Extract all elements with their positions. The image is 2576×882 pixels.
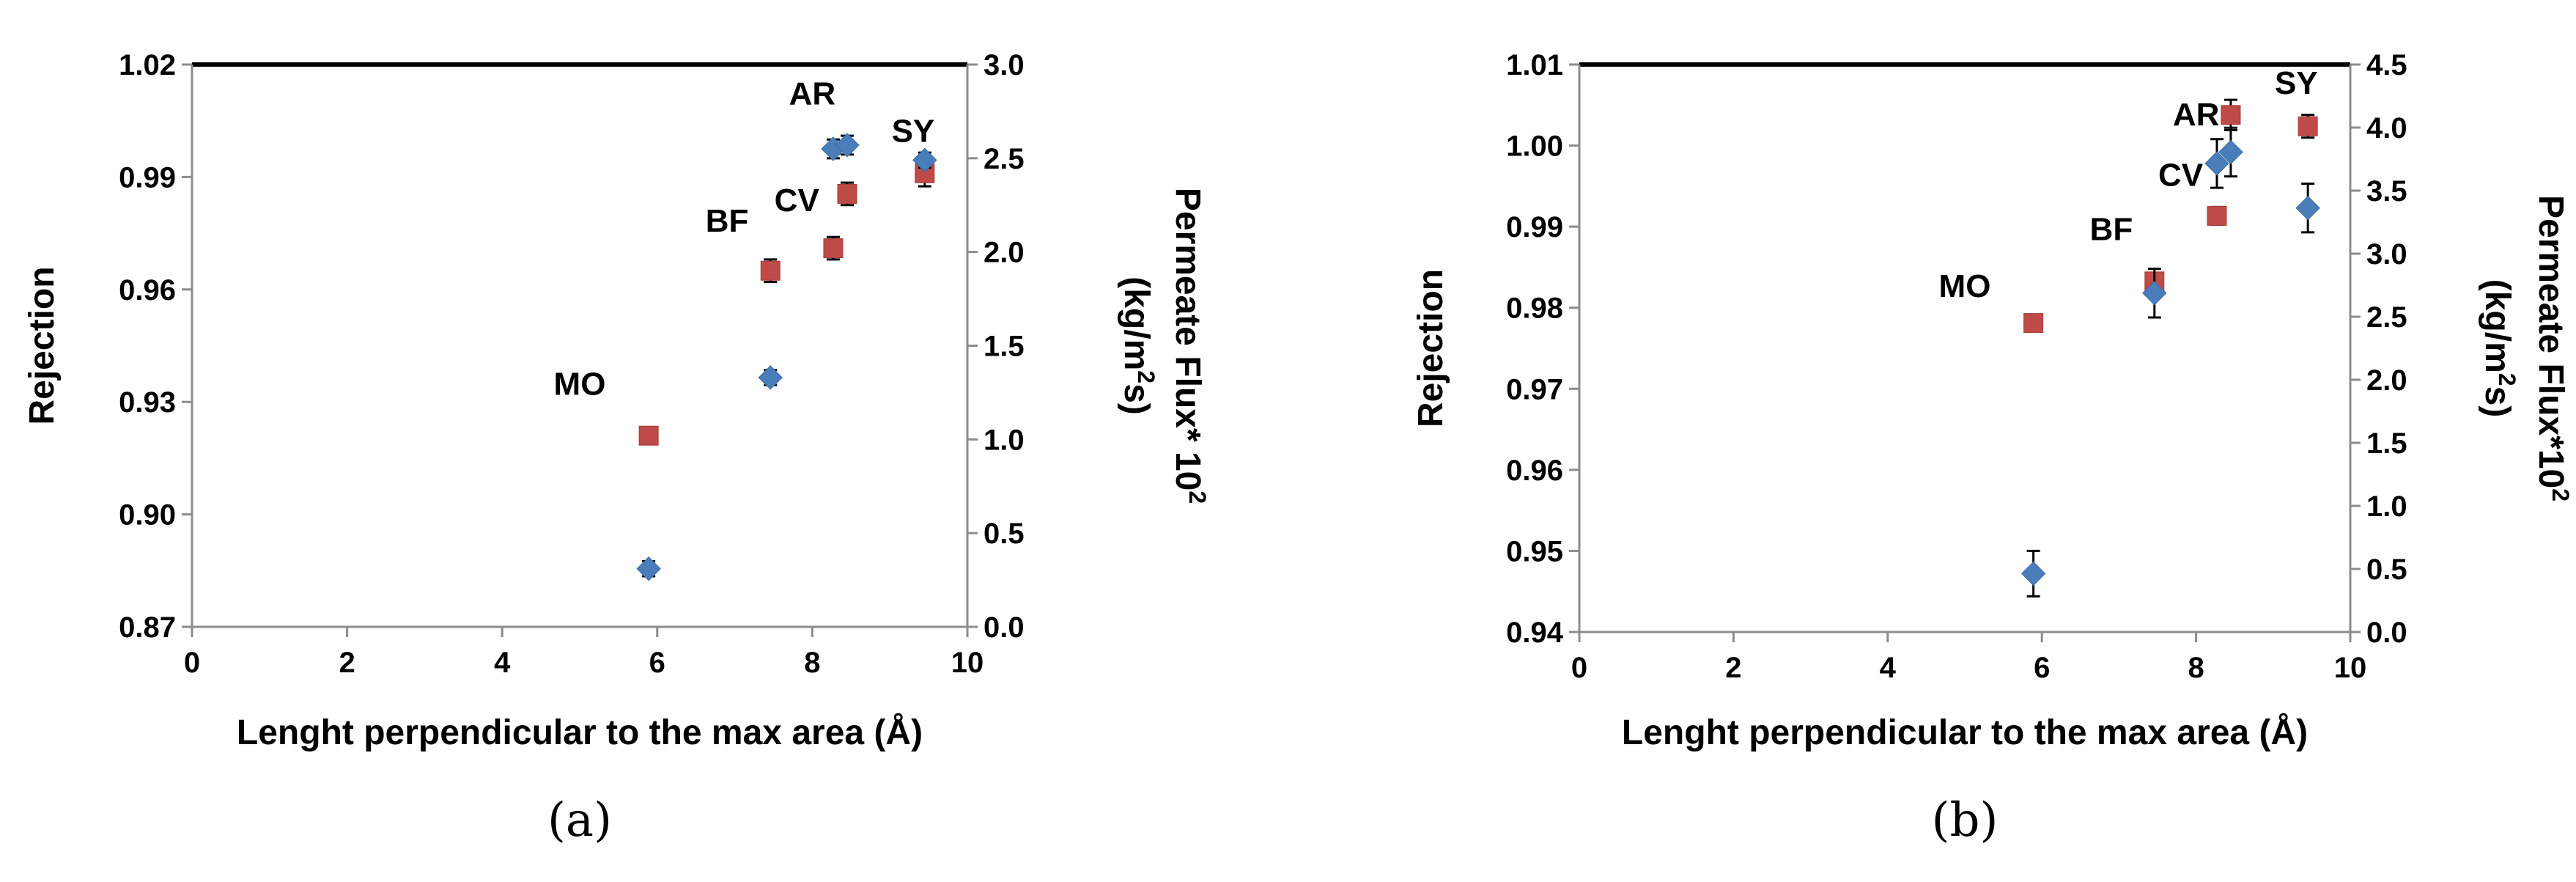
x-tick-label: 4 (494, 647, 511, 679)
y-tick-label: 1.02 (119, 49, 176, 81)
panel-label: (a) (547, 793, 612, 848)
y2-tick-label: 4.5 (2366, 49, 2407, 81)
y2-axis-unit-pre: (kg/m (1117, 276, 1156, 370)
rejection-point (636, 556, 661, 581)
rejection-point (2020, 561, 2046, 587)
y-tick-label: 0.96 (1506, 455, 1563, 487)
y2-tick-label: 2.5 (2366, 301, 2407, 334)
y2-tick-label: 4.0 (2366, 112, 2407, 144)
y2-axis-unit-pre: (kg/m (2478, 279, 2517, 373)
rejection-point (2142, 281, 2167, 306)
y2-tick-label: 1.0 (2366, 490, 2407, 523)
y-axis-label: Rejection (23, 266, 62, 425)
flux-point (2221, 105, 2241, 125)
flux-point (837, 183, 857, 204)
point-annotation: AR (789, 76, 836, 111)
flux-point (823, 238, 844, 259)
rejection-point (912, 147, 937, 173)
y-tick-label: 0.99 (119, 161, 176, 194)
flux-point (2207, 205, 2227, 226)
x-tick-label: 6 (2034, 652, 2050, 684)
y-tick-label: 1.00 (1506, 131, 1563, 163)
y-tick-label: 1.01 (1506, 49, 1563, 81)
y2-tick-label: 3.5 (2366, 175, 2407, 207)
point-annotation: SY (892, 113, 935, 149)
point-annotation: AR (2173, 97, 2220, 133)
y-tick-label: 0.98 (1506, 293, 1563, 325)
flux-point (760, 260, 780, 281)
y2-axis-label-text: Permeate Flux*10 (2531, 195, 2570, 488)
x-axis-label: Lenght perpendicular to the max area (Å) (237, 713, 923, 752)
rejection-point (835, 133, 860, 158)
panel-label: (b) (1932, 793, 1999, 848)
rejection-point (758, 365, 783, 390)
y2-axis-unit-post: s) (2478, 386, 2517, 418)
rejection-point (2295, 196, 2320, 221)
y2-axis-label-line2: (kg/m2s) (1117, 276, 1159, 415)
x-tick-label: 2 (339, 647, 355, 679)
y2-axis-unit-sup: 2 (1133, 370, 1159, 383)
point-annotation: BF (706, 203, 749, 239)
x-tick-label: 6 (649, 647, 665, 679)
flux-point (638, 425, 659, 446)
point-annotation: SY (2275, 65, 2318, 101)
point-annotation: CV (775, 183, 820, 218)
rejection-point (2218, 139, 2243, 165)
y2-tick-label: 3.0 (983, 49, 1025, 81)
x-tick-label: 10 (951, 647, 984, 679)
x-tick-label: 8 (2188, 652, 2204, 684)
point-annotation: CV (2158, 158, 2204, 194)
y-tick-label: 0.87 (119, 611, 176, 644)
y-tick-label: 0.99 (1506, 211, 1563, 243)
point-annotation: MO (554, 367, 606, 403)
y2-axis-label-text: Permeate Flux* 10 (1168, 188, 1207, 491)
y2-tick-label: 3.0 (2366, 238, 2407, 271)
x-tick-label: 10 (2334, 652, 2367, 684)
x-tick-label: 2 (1725, 652, 1741, 684)
x-tick-label: 0 (184, 647, 200, 679)
y2-tick-label: 2.5 (983, 143, 1025, 175)
y2-tick-label: 2.0 (2366, 364, 2407, 397)
y2-tick-label: 0.5 (983, 518, 1025, 550)
y2-axis-label-line1: Permeate Flux* 102 (1168, 188, 1211, 504)
flux-point (2298, 116, 2318, 136)
y2-tick-label: 1.5 (2366, 427, 2407, 460)
x-tick-label: 8 (804, 647, 820, 679)
x-tick-label: 4 (1880, 652, 1897, 684)
y-tick-label: 0.96 (119, 274, 176, 306)
y2-tick-label: 1.5 (983, 331, 1025, 363)
y2-tick-label: 0.0 (2366, 617, 2407, 649)
y-tick-label: 0.93 (119, 386, 176, 419)
y2-axis-unit-sup: 2 (2494, 373, 2520, 386)
y-axis-label: Rejection (1411, 269, 1450, 427)
x-axis-label: Lenght perpendicular to the max area (Å) (1622, 713, 2308, 752)
y2-axis-label-sup: 2 (2547, 488, 2574, 501)
chart-panel-a: 0 2 4 6 8 100.870.900.930.960.991.020.00.51.0… (23, 49, 1211, 848)
x-tick-label: 0 (1571, 652, 1587, 684)
y-tick-label: 0.97 (1506, 373, 1563, 405)
y2-axis-label-line2: (kg/m2s) (2478, 279, 2520, 418)
y-tick-label: 0.90 (119, 499, 176, 532)
flux-point (2023, 313, 2044, 334)
chart-panel-b: 0 2 4 6 8 10 0.94 0.95 0.96 0.97 0.98 0.99 1.00 1.01 0… (1411, 49, 2574, 848)
y2-tick-label: 2.0 (983, 237, 1025, 269)
y2-tick-label: 0.0 (983, 611, 1025, 644)
y2-axis-unit-post: s) (1117, 383, 1156, 415)
y2-tick-label: 1.0 (983, 424, 1025, 456)
y2-axis-label-line1: Permeate Flux*102 (2531, 195, 2574, 501)
point-annotation: MO (1939, 268, 1991, 304)
rejection-point (2204, 151, 2229, 176)
y-tick-label: 0.94 (1506, 617, 1564, 649)
y2-axis-label-sup: 2 (1184, 490, 1211, 504)
point-annotation: BF (2090, 212, 2133, 248)
y2-tick-label: 0.5 (2366, 554, 2407, 586)
y-tick-label: 0.95 (1506, 535, 1563, 567)
